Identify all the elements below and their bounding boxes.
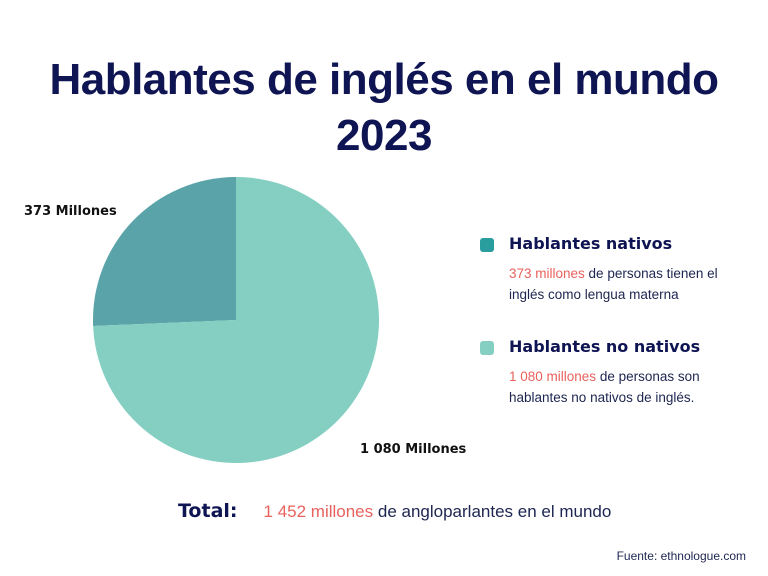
pie-slice-nativos (93, 177, 236, 327)
legend-highlight-nativos: 373 millones (509, 266, 585, 281)
legend-swatch-nativos (480, 238, 494, 252)
legend-swatch-no-nativos (480, 341, 494, 355)
legend-desc-nativos: 373 millones de personas tienen el inglé… (509, 263, 750, 305)
legend-title-nativos: Hablantes nativos (509, 234, 673, 253)
legend-nativos: Hablantes nativos 373 millones de person… (480, 233, 750, 305)
source-note: Fuente: ethnologue.com (616, 549, 746, 563)
chart-title-line2: 2023 (336, 111, 432, 160)
total-line: Total: 1 452 millones de angloparlantes e… (178, 500, 611, 522)
total-label: Total: (178, 500, 238, 522)
legend-no-nativos: Hablantes no nativos 1 080 millones de p… (480, 336, 750, 408)
total-text: de angloparlantes en el mundo (373, 502, 612, 521)
legend-text-nativos: de personas tienen el inglés como lengua… (509, 266, 718, 302)
slice-label-nativos: 373 Millones (24, 204, 117, 219)
legend-text-no-nativos: de personas son hablantes no nativos de … (509, 369, 700, 405)
legend-desc-no-nativos: 1 080 millones de personas son hablantes… (509, 366, 750, 408)
total-highlight: 1 452 millones (263, 502, 374, 521)
chart-title-line1: Hablantes de inglés en el mundo (49, 55, 719, 104)
slice-label-no-nativos: 1 080 Millones (360, 442, 467, 457)
legend-title-no-nativos: Hablantes no nativos (509, 337, 701, 356)
legend-highlight-no-nativos: 1 080 millones (509, 369, 597, 384)
pie-slice-no-nativos (93, 177, 379, 463)
chart-title: Hablantes de inglés en el mundo 2023 (0, 52, 768, 164)
